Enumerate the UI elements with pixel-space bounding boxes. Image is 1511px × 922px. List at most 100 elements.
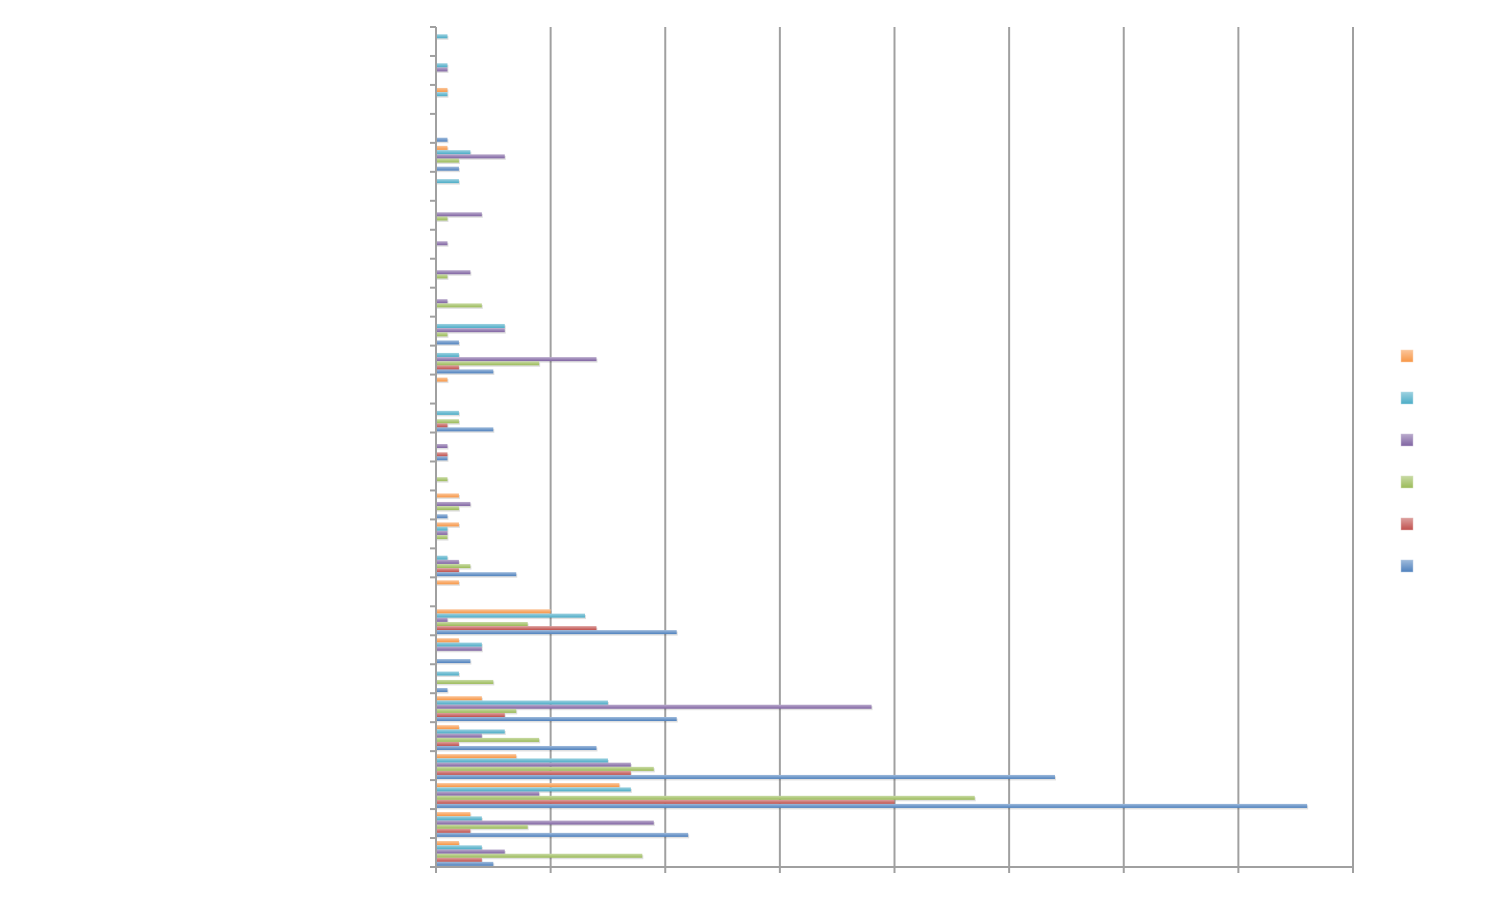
bars [436,34,1309,868]
bar [436,477,448,482]
bar [436,323,505,328]
legend-swatch [1400,349,1414,363]
bar [436,638,459,643]
bar [436,87,448,92]
bar [436,642,482,647]
bar [436,812,471,817]
bar [436,745,597,750]
bar [436,369,494,374]
bar [436,365,459,370]
bar [436,762,631,767]
bar [436,679,494,684]
axes [430,26,1353,873]
bar [436,696,482,701]
bar [436,845,482,850]
bar [436,158,459,163]
bar [436,795,975,800]
bar [436,737,540,742]
bar [436,626,597,631]
bar [436,704,872,709]
bar [436,145,448,150]
bar [436,299,448,304]
legend-swatch [1400,475,1414,489]
bar [436,444,448,449]
bar [436,741,459,746]
bar [436,841,459,846]
bar [436,849,505,854]
bar [436,270,471,275]
bar [436,758,608,763]
bar [436,609,551,614]
bar [436,92,448,97]
bar [436,357,597,362]
bar [436,613,586,618]
bar [436,713,505,718]
bar [436,535,448,540]
bar [436,493,459,498]
bar [436,212,482,217]
bar [436,328,505,333]
bar [436,770,631,775]
bar [436,832,689,837]
bar [436,137,448,142]
bar [436,861,494,866]
legend-swatch [1400,517,1414,531]
bar [436,559,459,564]
gridlines [435,27,1354,873]
bar [436,766,654,771]
bar [436,733,482,738]
bar [436,799,895,804]
bar [436,522,459,527]
bar [436,530,448,535]
bar [436,572,517,577]
bar [436,564,471,569]
bar [436,816,482,821]
bar [436,617,448,622]
bar [436,824,528,829]
bar [436,241,448,246]
bar [436,717,677,722]
bar [436,700,608,705]
bar [436,853,643,858]
bar [436,659,471,664]
bar [436,568,459,573]
bar [436,154,505,159]
bar [436,179,459,184]
bar [436,67,448,72]
bar [436,34,448,39]
bar [436,754,517,759]
bar [436,646,482,651]
bar [436,774,1055,779]
bar [436,580,459,585]
bar [436,783,620,788]
bar [436,828,471,833]
bar [436,857,482,862]
bar [436,729,505,734]
bar [436,63,448,68]
bar [436,274,448,279]
bar [436,787,631,792]
bar [436,423,448,428]
bar [436,332,448,337]
bar [436,150,471,155]
legend-swatch [1400,559,1414,573]
bar [436,725,459,730]
bar [436,456,448,461]
bar [436,791,540,796]
bar [436,708,517,713]
bar [436,555,448,560]
bar [436,340,459,345]
bar [436,506,459,511]
bar [436,526,448,531]
bar [436,410,459,415]
bar [436,688,448,693]
bar [436,427,494,432]
bar [436,820,654,825]
bar [436,671,459,676]
bar [436,166,459,171]
bar [436,452,448,457]
bar [436,303,482,308]
bar [436,501,471,506]
bar [436,419,459,424]
